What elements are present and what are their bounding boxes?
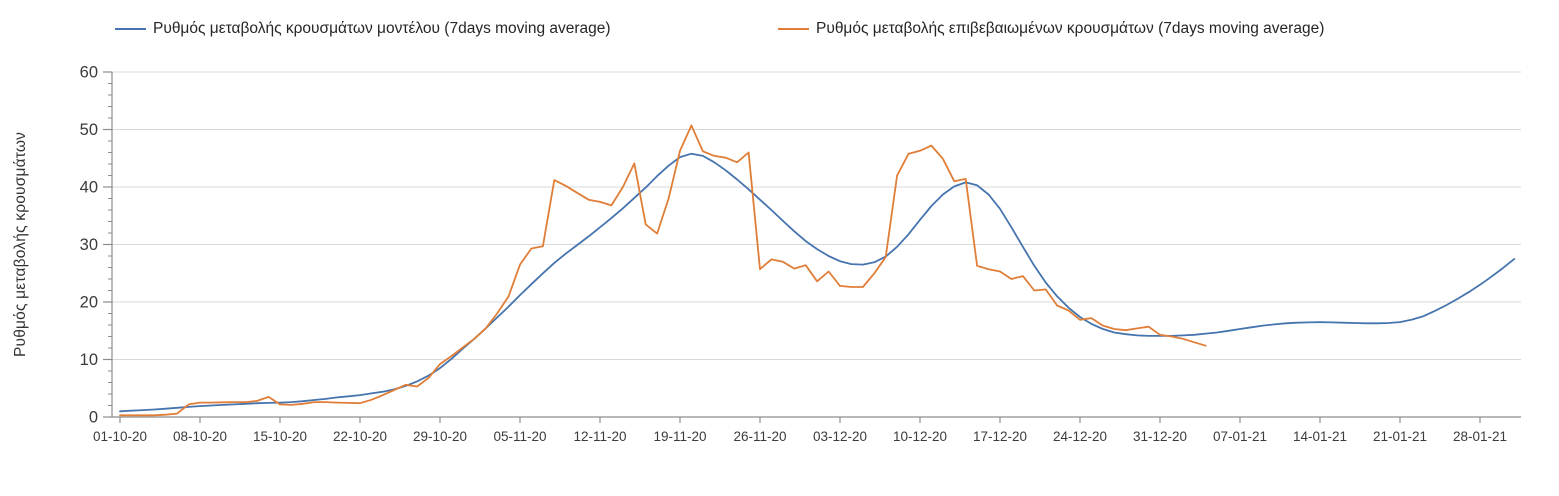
legend-line-swatch-confirmed	[778, 28, 809, 30]
x-tick-label-21-01-21: 21-01-21	[1373, 429, 1427, 444]
x-tick-label-10-12-20: 10-12-20	[893, 429, 947, 444]
x-tick-label-22-10-20: 22-10-20	[333, 429, 387, 444]
x-tick-label-29-10-20: 29-10-20	[413, 429, 467, 444]
x-tick-label-17-12-20: 17-12-20	[973, 429, 1027, 444]
y-tick-label-0: 0	[89, 409, 98, 427]
legend-line-swatch-model	[115, 28, 146, 30]
x-tick-label-07-01-21: 07-01-21	[1213, 429, 1267, 444]
series-line-confirmed	[119, 124, 1207, 417]
series-line-model	[119, 152, 1516, 413]
x-tick-label-03-12-20: 03-12-20	[813, 429, 867, 444]
y-tick-label-30: 30	[80, 236, 98, 254]
x-tick-label-28-01-21: 28-01-21	[1453, 429, 1507, 444]
legend-item-confirmed[interactable]: Ρυθμός μεταβολής επιβεβαιωμένων κρουσμάτ…	[778, 20, 1324, 38]
x-tick-label-15-10-20: 15-10-20	[253, 429, 307, 444]
legend-label-confirmed: Ρυθμός μεταβολής επιβεβαιωμένων κρουσμάτ…	[816, 20, 1325, 37]
x-tick-label-31-12-20: 31-12-20	[1133, 429, 1187, 444]
x-tick-label-14-01-21: 14-01-21	[1293, 429, 1347, 444]
y-tick-label-40: 40	[80, 179, 98, 197]
y-tick-label-10: 10	[80, 351, 98, 369]
y-tick-label-20: 20	[80, 294, 98, 312]
x-tick-label-26-11-20: 26-11-20	[733, 429, 786, 444]
legend-label-model: Ρυθμός μεταβολής κρουσμάτων μοντέλου (7d…	[153, 20, 611, 37]
x-tick-label-19-11-20: 19-11-20	[653, 429, 706, 444]
y-tick-label-60: 60	[80, 64, 98, 82]
x-tick-label-08-10-20: 08-10-20	[173, 429, 227, 444]
y-tick-label-50: 50	[80, 121, 98, 139]
x-tick-label-12-11-20: 12-11-20	[573, 429, 626, 444]
legend-item-model[interactable]: Ρυθμός μεταβολής κρουσμάτων μοντέλου (7d…	[115, 20, 611, 38]
x-tick-label-05-11-20: 05-11-20	[493, 429, 546, 444]
x-tick-label-01-10-20: 01-10-20	[93, 429, 147, 444]
x-tick-label-24-12-20: 24-12-20	[1053, 429, 1107, 444]
